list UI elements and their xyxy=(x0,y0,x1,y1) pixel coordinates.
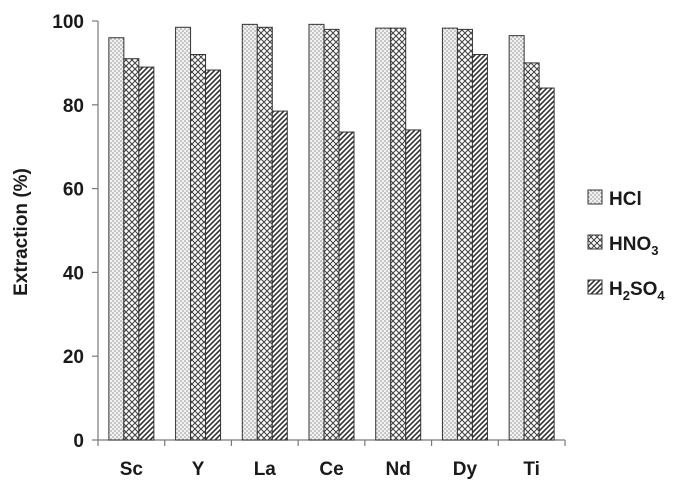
bar-sc-hcl xyxy=(108,37,125,441)
bar-la-hno3 xyxy=(256,26,273,441)
bars xyxy=(108,23,555,441)
bar-ce-hcl xyxy=(308,23,325,441)
bar-sc-h2so4 xyxy=(138,66,155,441)
x-tick-label: Dy xyxy=(453,459,478,480)
bar-dy-h2so4 xyxy=(471,54,488,441)
legend-label-h2so4: H2SO4 xyxy=(609,279,665,303)
x-tick-label: Ce xyxy=(319,459,343,480)
bar-la-hcl xyxy=(241,23,258,441)
bar-dy-hno3 xyxy=(456,28,473,441)
x-tick-label: La xyxy=(254,459,277,480)
bar-dy-hcl xyxy=(441,27,458,441)
bar-ti-hcl xyxy=(508,35,525,441)
bar-la-h2so4 xyxy=(271,110,288,441)
y-tick-label: 100 xyxy=(52,12,84,33)
legend-label-hno3: HNO3 xyxy=(609,234,658,258)
legend-swatch-hcl xyxy=(587,189,603,205)
legend-swatch-hno3 xyxy=(587,234,603,250)
bar-y-h2so4 xyxy=(205,69,222,441)
x-tick-label: Sc xyxy=(120,459,144,480)
legend: HCl HNO3 H2SO4 xyxy=(587,189,665,303)
y-tick-label: 20 xyxy=(63,347,84,368)
x-tick-label: Ti xyxy=(523,459,540,480)
x-tick-label: Nd xyxy=(386,459,411,480)
legend-label-hcl: HCl xyxy=(609,189,642,210)
y-tick-label: 80 xyxy=(63,96,84,117)
bar-ce-hno3 xyxy=(323,28,340,441)
bar-ce-h2so4 xyxy=(338,131,355,441)
bar-nd-h2so4 xyxy=(405,129,422,441)
x-tick-label: Y xyxy=(192,459,205,480)
bar-y-hcl xyxy=(175,26,192,441)
bar-ti-hno3 xyxy=(523,62,540,441)
bar-nd-hno3 xyxy=(390,27,407,441)
bar-ti-h2so4 xyxy=(538,87,555,441)
y-axis-title: Extraction (%) xyxy=(11,168,32,296)
bar-y-hno3 xyxy=(190,54,207,441)
y-tick-label: 0 xyxy=(73,431,84,452)
bar-sc-hno3 xyxy=(123,58,140,441)
legend-swatch-h2so4 xyxy=(587,279,603,295)
y-tick-label: 40 xyxy=(63,263,84,284)
tick-labels: 0 20 40 60 80 100 Sc Y La Ce Nd Dy Ti xyxy=(52,12,540,480)
bar-nd-hcl xyxy=(375,27,392,441)
y-tick-label: 60 xyxy=(63,180,84,201)
